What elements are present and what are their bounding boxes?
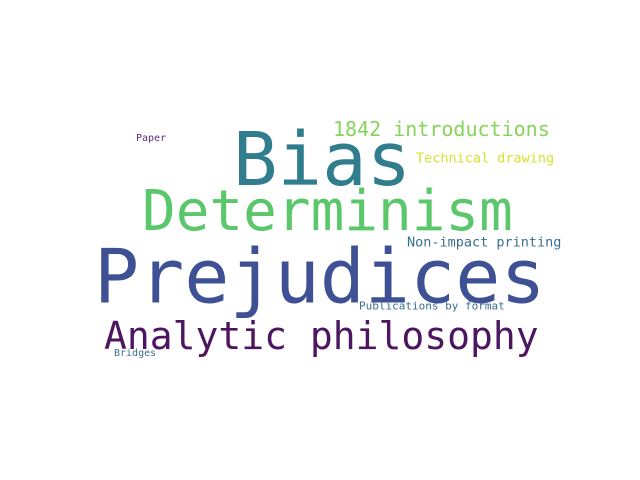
word-non-impact-printing: Non-impact printing bbox=[407, 234, 562, 251]
word-analytic-philosophy: Analytic philosophy bbox=[104, 314, 539, 358]
word-1842-introductions: 1842 introductions bbox=[333, 117, 550, 141]
word-bridges: Bridges bbox=[114, 348, 157, 359]
word-determinism: Determinism bbox=[142, 179, 513, 244]
word-paper: Paper bbox=[136, 133, 167, 144]
word-prejudices: Prejudices bbox=[94, 232, 546, 321]
word-publications-by-format: Publications by format bbox=[359, 299, 505, 313]
word-technical-drawing: Technical drawing bbox=[416, 150, 555, 167]
word-bias: Bias bbox=[233, 117, 412, 203]
